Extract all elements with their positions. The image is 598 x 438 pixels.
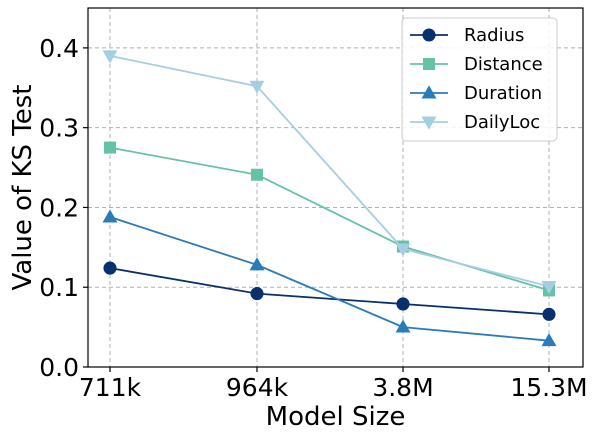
data-point-radius — [542, 307, 556, 321]
series-layer — [102, 50, 557, 347]
data-point-dailyloc — [541, 280, 557, 295]
y-axis-label: Value of KS Test — [8, 84, 38, 290]
legend-label-duration: Duration — [464, 83, 542, 104]
data-point-duration — [395, 319, 411, 333]
legend-item-distance: Distance — [410, 54, 543, 75]
data-point-distance — [251, 168, 263, 181]
data-point-radius — [103, 261, 117, 275]
x-tick-label: 964k — [226, 373, 289, 402]
series-distance — [104, 141, 555, 297]
legend-marker-duration — [421, 85, 437, 99]
series-line-duration — [109, 216, 550, 342]
data-point-dailyloc — [102, 50, 118, 64]
x-axis-label: Model Size — [266, 402, 406, 432]
y-tick-label: 0.0 — [39, 353, 79, 382]
x-tick-label: 711k — [79, 373, 142, 402]
legend-item-radius: Radius — [410, 25, 524, 46]
series-line-radius — [109, 267, 550, 316]
data-point-radius — [396, 297, 410, 311]
data-point-dailyloc — [395, 243, 411, 257]
legend-label-radius: Radius — [464, 25, 524, 46]
y-tick-label: 0.2 — [39, 193, 79, 222]
legend-item-dailyloc: DailyLoc — [410, 112, 540, 133]
data-point-duration — [102, 209, 118, 223]
legend-item-duration: Duration — [410, 83, 542, 104]
series-radius — [103, 261, 556, 321]
axis-ticks: 0.0 0.1 0.2 0.3 0.4 711k 964k 3.8M 15.3M — [39, 34, 587, 402]
x-tick-label: 15.3M — [510, 373, 587, 402]
legend-box — [401, 17, 558, 142]
y-tick-label: 0.3 — [39, 114, 79, 143]
series-duration — [102, 209, 557, 347]
legend: Radius Distance Duration DailyLoc — [401, 17, 558, 142]
data-point-dailyloc — [249, 80, 265, 94]
legend-marker-radius — [422, 28, 436, 42]
series-dailyloc — [102, 50, 557, 295]
data-point-distance — [104, 141, 116, 154]
series-line-dailyloc — [109, 54, 550, 288]
data-point-duration — [541, 333, 557, 347]
legend-label-dailyloc: DailyLoc — [464, 112, 540, 133]
x-tick-label: 3.8M — [372, 373, 433, 402]
y-tick-label: 0.1 — [39, 273, 79, 302]
data-point-duration — [249, 257, 265, 271]
data-point-radius — [250, 287, 264, 301]
plot-frame — [87, 7, 584, 368]
y-tick-label: 0.4 — [39, 34, 79, 63]
legend-marker-distance — [423, 58, 435, 70]
legend-label-distance: Distance — [464, 54, 543, 75]
legend-marker-dailyloc — [421, 116, 437, 130]
